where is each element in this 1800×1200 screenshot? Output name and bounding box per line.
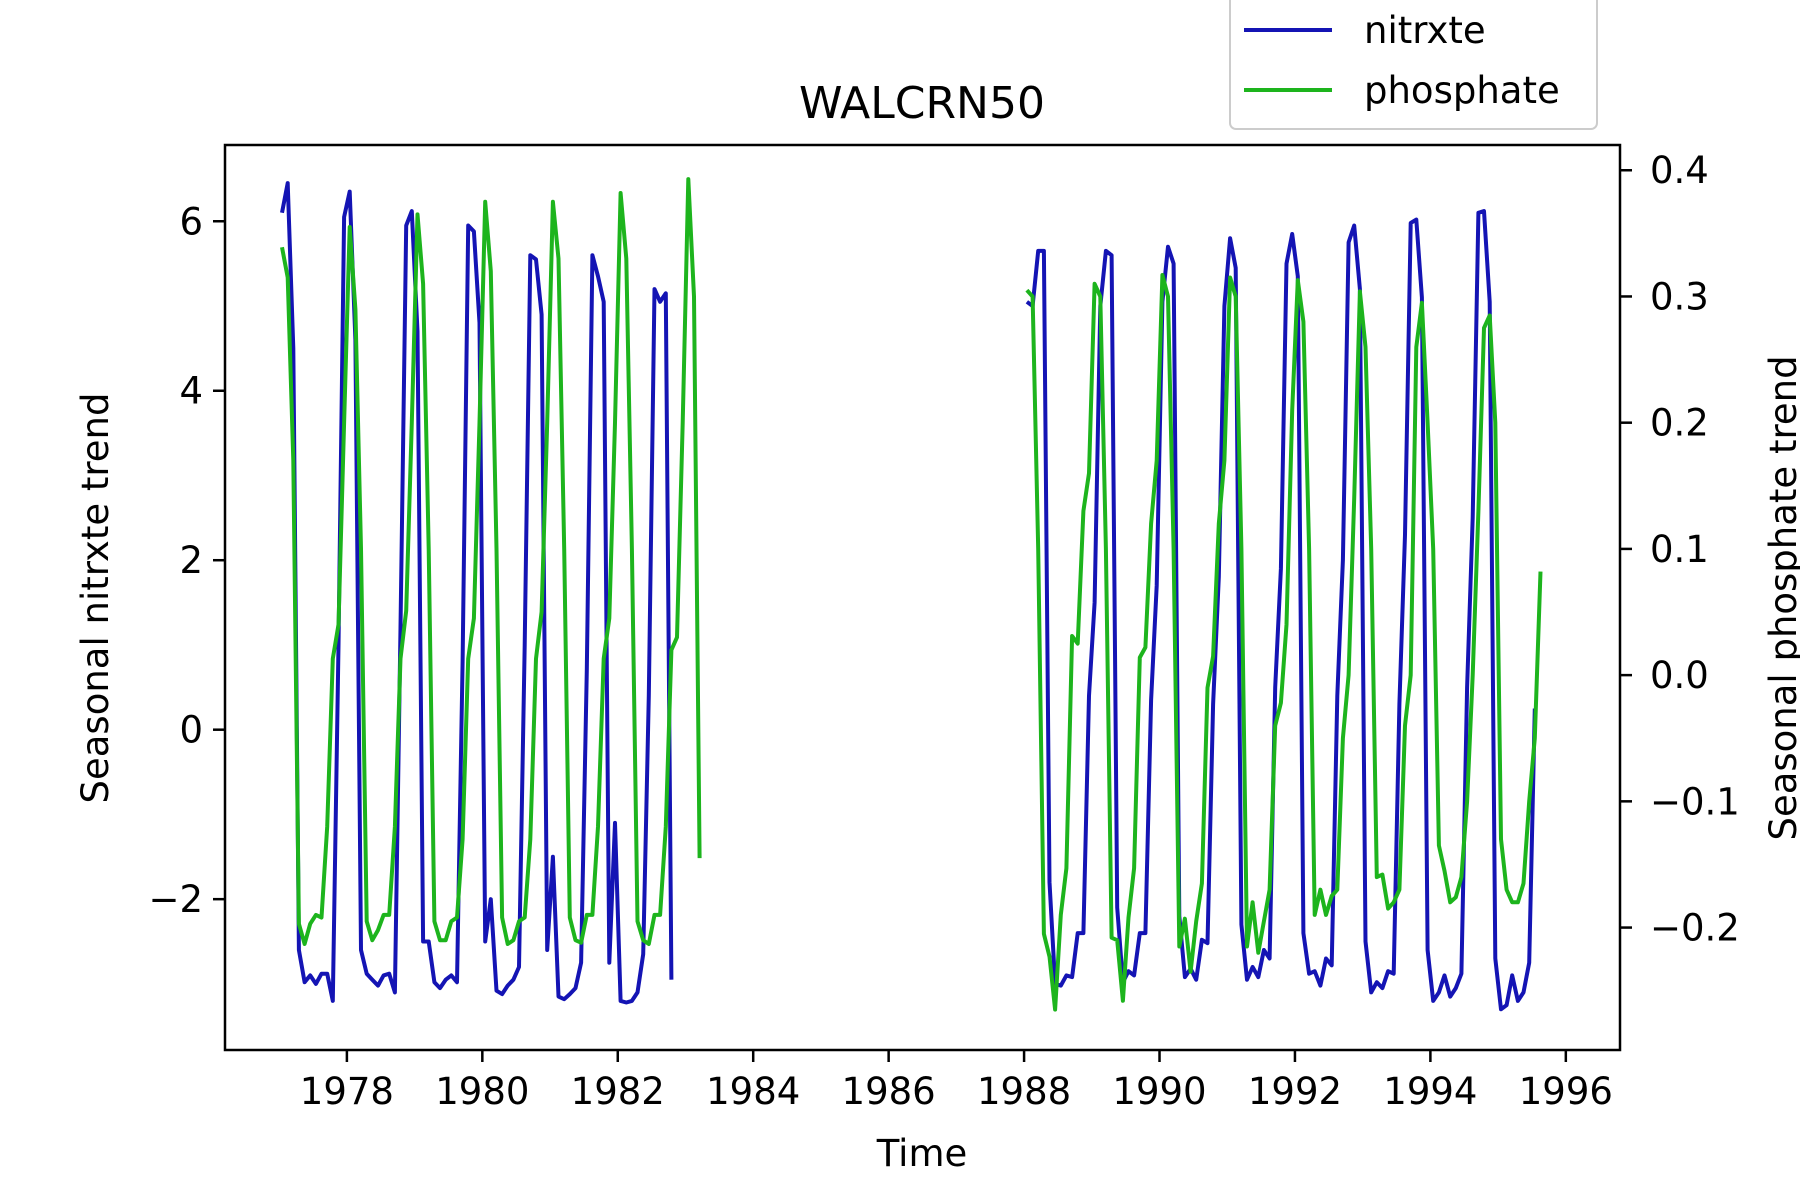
y-right-tick-label-0.4: 0.4 xyxy=(1650,149,1709,192)
y-right-tick-label-0.2: 0.2 xyxy=(1650,402,1709,445)
y-left-tick-label--2: −2 xyxy=(148,878,203,921)
y-left-tick-label-0: 0 xyxy=(179,709,203,752)
y-axis-left-label: Seasonal nitrxte trend xyxy=(74,393,117,804)
series-line-phosphate-segment-1 xyxy=(280,177,702,946)
y-axis-right-label: Seasonal phosphate trend xyxy=(1762,355,1800,840)
x-tick-label-1978: 1978 xyxy=(300,1070,394,1113)
series-lines xyxy=(280,177,1543,1012)
x-tick-label-1980: 1980 xyxy=(435,1070,529,1113)
y-right-tick-label-0: 0.0 xyxy=(1650,654,1709,697)
x-axis: 1978 1980 1982 1984 1986 1988 1990 1992 1994 1996 xyxy=(300,1050,1613,1113)
y-axis-left: −2 0 2 4 6 xyxy=(148,200,225,921)
x-tick-label-1982: 1982 xyxy=(571,1070,665,1113)
x-tick-label-1984: 1984 xyxy=(706,1070,800,1113)
y-right-tick-label-0.1: 0.1 xyxy=(1650,528,1709,571)
legend-label-phosphate: phosphate xyxy=(1364,69,1560,112)
x-tick-label-1988: 1988 xyxy=(977,1070,1071,1113)
y-left-tick-label-6: 6 xyxy=(179,200,203,243)
series-line-phosphate-segment-2 xyxy=(1025,273,1543,1012)
chart-title: WALCRN50 xyxy=(799,78,1045,129)
x-tick-label-1986: 1986 xyxy=(842,1070,936,1113)
y-left-tick-label-2: 2 xyxy=(179,539,203,582)
x-tick-label-1994: 1994 xyxy=(1383,1070,1477,1113)
y-right-tick-label--0.1: −0.1 xyxy=(1650,780,1740,823)
x-axis-label: Time xyxy=(876,1132,968,1175)
y-right-tick-label-0.3: 0.3 xyxy=(1650,275,1709,318)
legend: nitrxte phosphate xyxy=(1229,0,1598,130)
x-tick-label-1990: 1990 xyxy=(1112,1070,1206,1113)
x-tick-label-1992: 1992 xyxy=(1248,1070,1342,1113)
series-line-nitrxte-segment-2 xyxy=(1025,209,1537,1012)
y-right-tick-label--0.2: −0.2 xyxy=(1650,907,1740,950)
plot-frame xyxy=(223,143,1622,1052)
x-tick-label-1996: 1996 xyxy=(1519,1070,1613,1113)
y-axis-right: −0.2 −0.1 0.0 0.1 0.2 0.3 0.4 xyxy=(1620,149,1740,950)
legend-label-nitrxte: nitrxte xyxy=(1364,9,1486,52)
legend-frame xyxy=(1229,0,1598,130)
y-left-tick-label-4: 4 xyxy=(179,370,203,413)
